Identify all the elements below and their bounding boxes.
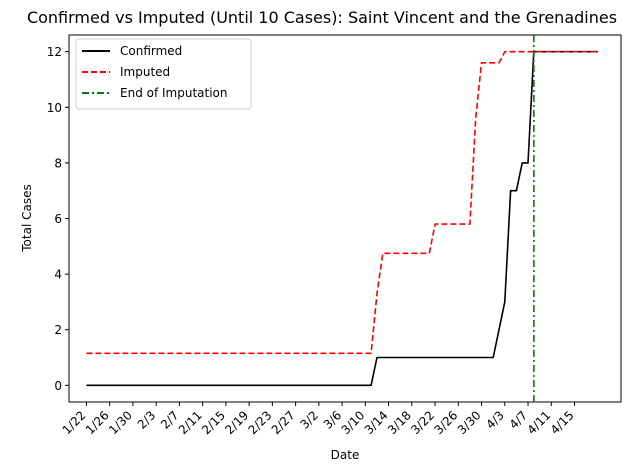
x-tick-label: 3/22 xyxy=(408,408,437,437)
x-tick-label: 1/30 xyxy=(106,408,135,437)
legend: Confirmed Imputed End of Imputation xyxy=(75,38,252,110)
legend-label-end-of-imputation: End of Imputation xyxy=(120,86,228,100)
y-axis: 0 2 4 6 8 10 12 xyxy=(47,45,69,393)
x-tick-label: 2/19 xyxy=(222,408,251,437)
x-tick-label: 2/23 xyxy=(246,408,275,437)
x-tick-label: 3/14 xyxy=(362,408,391,437)
legend-label-imputed: Imputed xyxy=(120,65,170,79)
y-tick-label: 2 xyxy=(54,323,62,337)
series-line-confirmed xyxy=(86,50,598,387)
x-tick-label: 3/18 xyxy=(385,408,414,437)
x-axis: 1/221/261/30 2/3 2/72/112/152/192/232/27 3/… xyxy=(60,402,577,437)
y-tick-label: 4 xyxy=(54,268,62,282)
x-tick-label: 4/15 xyxy=(548,408,577,437)
y-tick-label: 10 xyxy=(47,101,62,115)
x-tick-label: 4/3 xyxy=(483,408,507,432)
y-tick-label: 8 xyxy=(54,156,62,170)
x-tick-label: 1/22 xyxy=(60,408,89,437)
x-tick-label: 2/3 xyxy=(135,408,159,432)
y-tick-label: 0 xyxy=(54,379,62,393)
series-line-imputed xyxy=(86,50,598,355)
x-tick-label: 3/10 xyxy=(338,408,367,437)
x-tick-label: 2/15 xyxy=(199,408,228,437)
series-layer xyxy=(86,35,598,402)
x-tick-label: 1/26 xyxy=(83,408,112,437)
x-tick-label: 2/27 xyxy=(269,408,298,437)
x-tick-label: 3/2 xyxy=(297,408,321,432)
x-tick-label: 3/26 xyxy=(431,408,460,437)
legend-box xyxy=(75,38,252,110)
x-tick-label: 2/11 xyxy=(176,408,205,437)
y-tick-label: 12 xyxy=(47,45,62,59)
chart-title: Confirmed vs Imputed (Until 10 Cases): S… xyxy=(27,8,617,27)
legend-label-confirmed: Confirmed xyxy=(120,44,182,58)
y-tick-label: 6 xyxy=(54,212,62,226)
x-axis-label: Date xyxy=(331,448,360,462)
x-tick-label: 4/11 xyxy=(524,408,553,437)
y-axis-label: Total Cases xyxy=(20,184,34,252)
x-tick-label: 3/30 xyxy=(455,408,484,437)
